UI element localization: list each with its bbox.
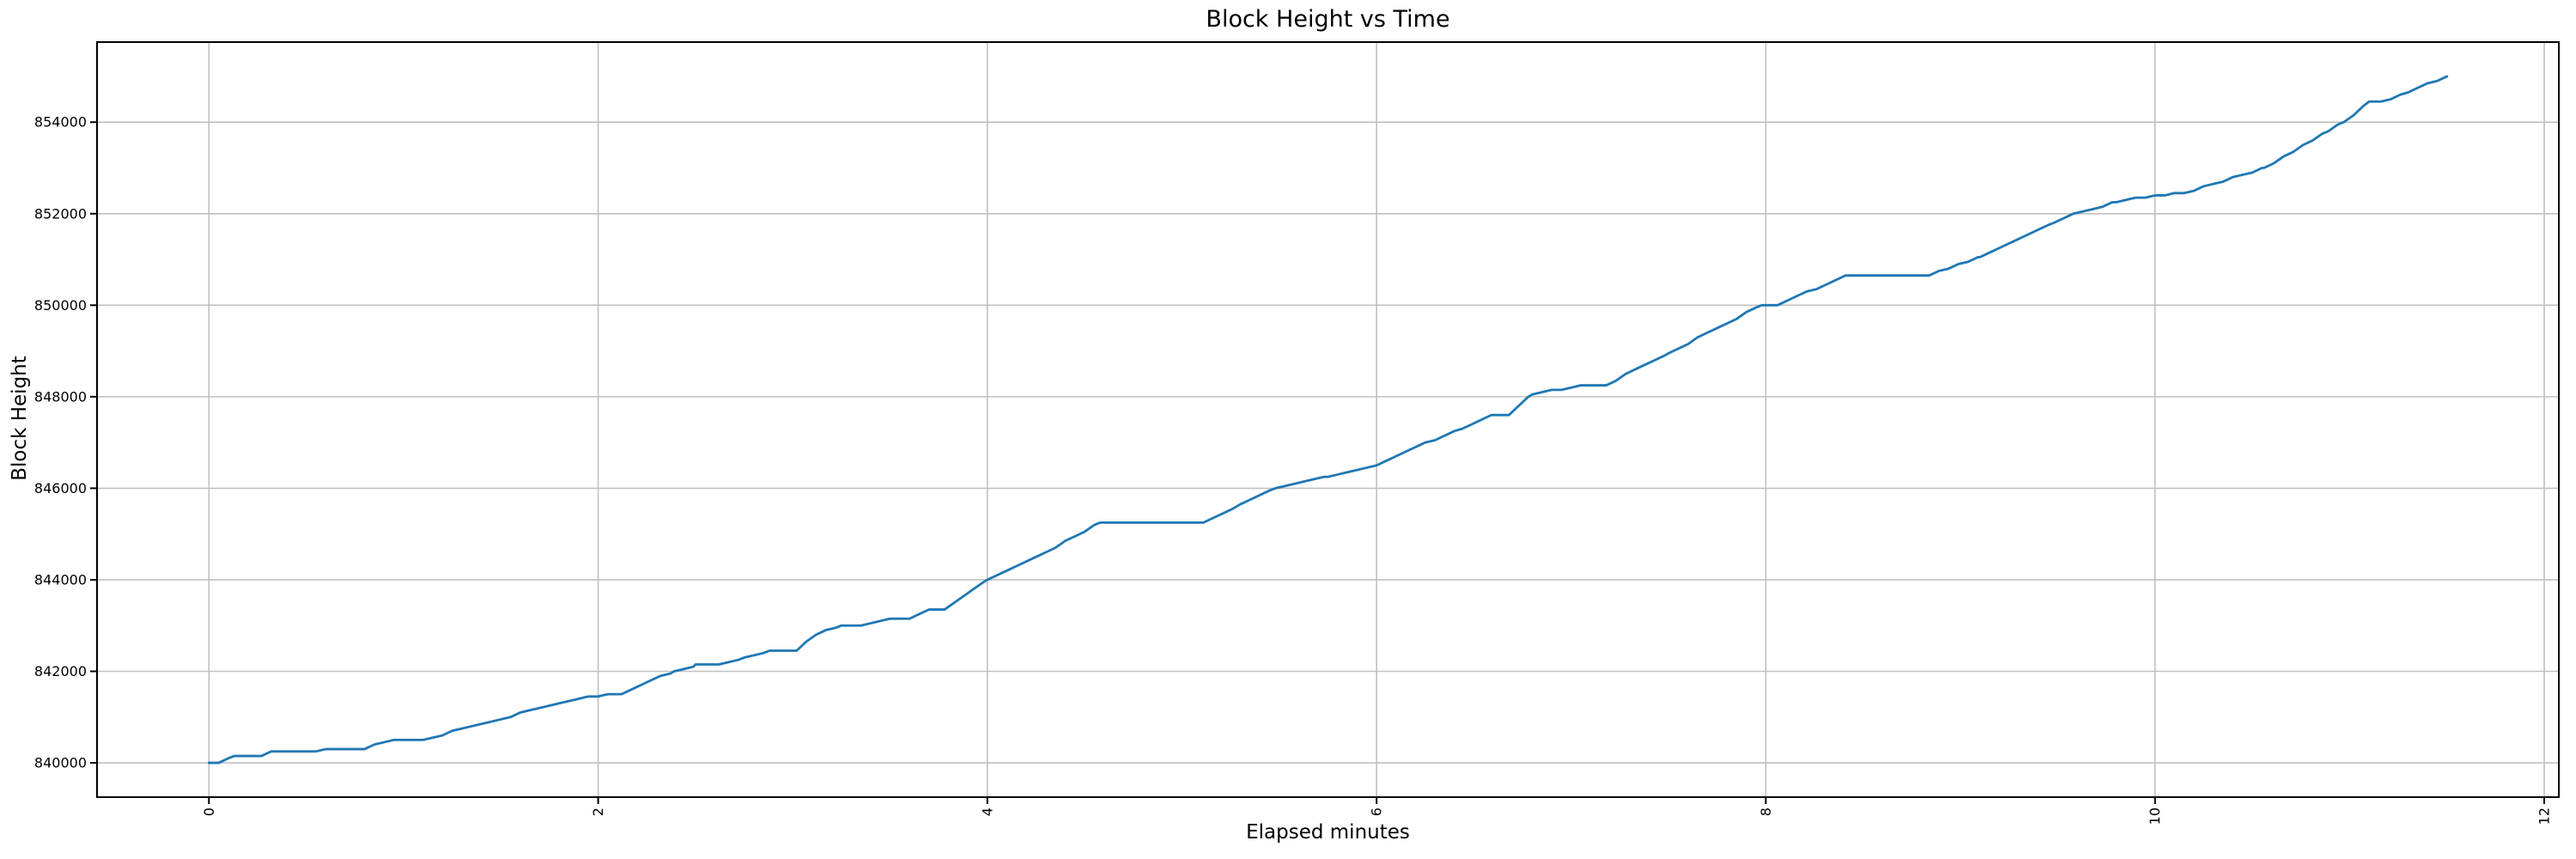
- chart-title: Block Height vs Time: [1206, 6, 1450, 33]
- y-tick-label: 848000: [34, 388, 87, 405]
- y-tick-label: 852000: [34, 205, 87, 222]
- y-tick-label: 842000: [34, 663, 87, 679]
- y-tick-label: 840000: [34, 755, 87, 771]
- x-tick-label: 0: [201, 807, 217, 816]
- axes-layer: [90, 41, 2560, 804]
- y-tick-label: 844000: [34, 571, 87, 588]
- series-layer: [207, 75, 2449, 765]
- ticklabel-layer: 0 2 4 6 8 10 12 840000 842000 844000 846000 848000 8…: [34, 114, 2553, 825]
- y-tick-label: 850000: [34, 297, 87, 314]
- x-tick-label: 6: [1369, 807, 1385, 816]
- plot-border: [96, 41, 2560, 798]
- x-tick-label: 12: [2537, 807, 2553, 825]
- x-tick-label: 10: [2147, 807, 2163, 825]
- y-tick-label: 846000: [34, 480, 87, 497]
- y-tick-label: 854000: [34, 114, 87, 131]
- block-height-line: [207, 75, 2449, 765]
- x-axis-label: Elapsed minutes: [1246, 821, 1410, 844]
- x-tick-label: 8: [1758, 807, 1774, 816]
- x-tick-label: 4: [979, 807, 995, 816]
- y-axis-label: Block Height: [9, 356, 31, 481]
- x-tick-label: 2: [590, 807, 606, 816]
- grid-layer: [97, 42, 2559, 797]
